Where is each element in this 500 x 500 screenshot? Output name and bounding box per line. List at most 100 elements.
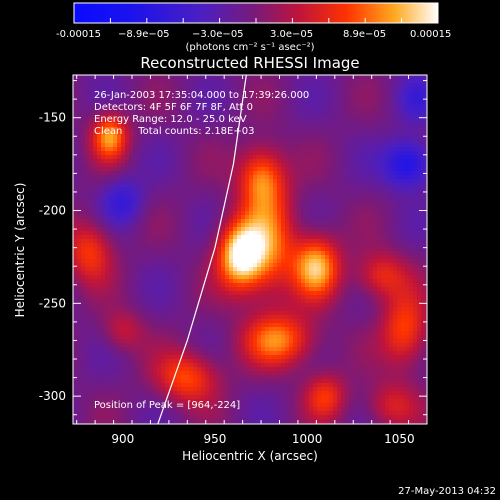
- heatmap-cell: [249, 295, 253, 299]
- heatmap-cell: [357, 275, 361, 279]
- heatmap-cell: [377, 87, 381, 91]
- heatmap-cell: [309, 263, 313, 267]
- heatmap-cell: [261, 243, 265, 247]
- heatmap-cell: [153, 203, 157, 207]
- heatmap-cell: [141, 283, 145, 287]
- heatmap-cell: [109, 123, 113, 127]
- heatmap-cell: [297, 107, 301, 111]
- heatmap-cell: [301, 191, 305, 195]
- heatmap-cell: [385, 251, 389, 255]
- heatmap-cell: [193, 91, 197, 95]
- heatmap-cell: [397, 211, 401, 215]
- heatmap-cell: [341, 215, 345, 219]
- heatmap-cell: [301, 147, 305, 151]
- heatmap-cell: [301, 143, 305, 147]
- heatmap-cell: [277, 291, 281, 295]
- heatmap-cell: [413, 139, 417, 143]
- heatmap-cell: [133, 75, 137, 79]
- heatmap-cell: [249, 147, 253, 151]
- heatmap-cell: [405, 251, 409, 255]
- heatmap-cell: [129, 131, 133, 135]
- heatmap-cell: [153, 75, 157, 79]
- heatmap-cell: [245, 119, 249, 123]
- heatmap-cell: [409, 103, 413, 107]
- heatmap-cell: [77, 207, 81, 211]
- heatmap-cell: [349, 75, 353, 79]
- heatmap-cell: [289, 83, 293, 87]
- heatmap-cell: [125, 227, 129, 231]
- heatmap-cell: [153, 219, 157, 223]
- heatmap-cell: [181, 271, 185, 275]
- heatmap-cell: [129, 151, 133, 155]
- heatmap-cell: [285, 271, 289, 275]
- heatmap-cell: [425, 95, 427, 99]
- heatmap-cell: [341, 267, 345, 271]
- heatmap-cell: [217, 259, 221, 263]
- heatmap-cell: [193, 227, 197, 231]
- heatmap-cell: [377, 119, 381, 123]
- heatmap-cell: [121, 139, 125, 143]
- heatmap-cell: [197, 295, 201, 299]
- heatmap-cell: [89, 107, 93, 111]
- heatmap-cell: [237, 183, 241, 187]
- heatmap-cell: [237, 219, 241, 223]
- heatmap-cell: [153, 215, 157, 219]
- heatmap-cell: [413, 223, 417, 227]
- heatmap-cell: [237, 255, 241, 259]
- heatmap-cell: [377, 123, 381, 127]
- heatmap-cell: [229, 163, 233, 167]
- heatmap-cell: [353, 263, 357, 267]
- heatmap-cell: [121, 283, 125, 287]
- heatmap-cell: [301, 291, 305, 295]
- heatmap-cell: [357, 263, 361, 267]
- heatmap-cell: [245, 163, 249, 167]
- heatmap-cell: [169, 135, 173, 139]
- heatmap-cell: [205, 275, 209, 279]
- heatmap-cell: [205, 259, 209, 263]
- heatmap-cell: [185, 227, 189, 231]
- heatmap-cell: [321, 251, 325, 255]
- heatmap-cell: [165, 203, 169, 207]
- heatmap-cell: [381, 135, 385, 139]
- heatmap-cell: [97, 259, 101, 263]
- heatmap-cell: [217, 151, 221, 155]
- heatmap-cell: [289, 91, 293, 95]
- heatmap-cell: [209, 91, 213, 95]
- heatmap-cell: [73, 271, 77, 275]
- heatmap-cell: [233, 215, 237, 219]
- heatmap-cell: [421, 199, 425, 203]
- heatmap-cell: [301, 175, 305, 179]
- heatmap-cell: [93, 79, 97, 83]
- heatmap-cell: [309, 223, 313, 227]
- heatmap-cell: [309, 219, 313, 223]
- heatmap-cell: [261, 215, 265, 219]
- heatmap-cell: [293, 275, 297, 279]
- heatmap-cell: [333, 175, 337, 179]
- heatmap-cell: [209, 191, 213, 195]
- heatmap-cell: [405, 263, 409, 267]
- heatmap-cell: [233, 227, 237, 231]
- heatmap-cell: [417, 195, 421, 199]
- heatmap-cell: [229, 235, 233, 239]
- heatmap-cell: [305, 247, 309, 251]
- heatmap-cell: [277, 159, 281, 163]
- heatmap-cell: [405, 79, 409, 83]
- heatmap-cell: [93, 175, 97, 179]
- heatmap-cell: [209, 171, 213, 175]
- heatmap-cell: [409, 211, 413, 215]
- heatmap-cell: [81, 251, 85, 255]
- heatmap-cell: [353, 207, 357, 211]
- heatmap-cell: [285, 167, 289, 171]
- heatmap-cell: [225, 143, 229, 147]
- heatmap-cell: [129, 235, 133, 239]
- heatmap-cell: [89, 143, 93, 147]
- heatmap-cell: [301, 115, 305, 119]
- heatmap-cell: [129, 91, 133, 95]
- heatmap-cell: [321, 291, 325, 295]
- heatmap-cell: [97, 267, 101, 271]
- heatmap-cell: [233, 167, 237, 171]
- heatmap-cell: [345, 103, 349, 107]
- heatmap-cell: [237, 283, 241, 287]
- heatmap-cell: [257, 247, 261, 251]
- heatmap-cell: [261, 99, 265, 103]
